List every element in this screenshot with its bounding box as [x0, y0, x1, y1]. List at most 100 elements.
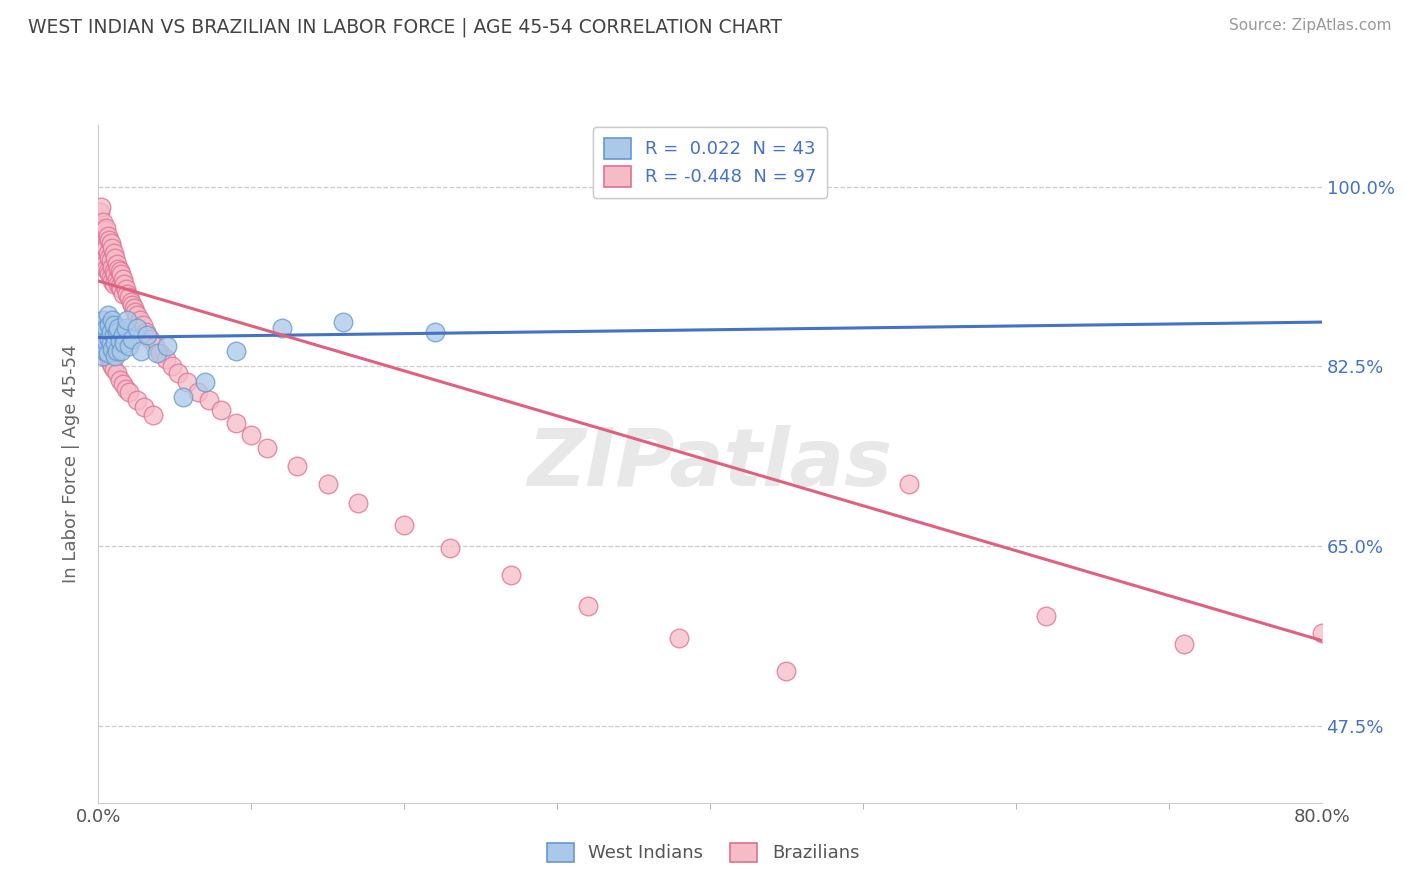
Point — [316, 477, 339, 491]
Point — [90, 200, 112, 214]
Point — [97, 246, 120, 260]
Point — [117, 287, 139, 301]
Point — [101, 274, 124, 288]
Point — [105, 326, 128, 340]
Point — [100, 326, 122, 340]
Point — [100, 269, 122, 284]
Point — [90, 231, 112, 245]
Point — [100, 356, 122, 370]
Point — [98, 318, 121, 333]
Point — [91, 215, 114, 229]
Point — [209, 403, 232, 417]
Point — [108, 264, 131, 278]
Point — [94, 346, 117, 360]
Point — [110, 343, 132, 358]
Point — [103, 264, 125, 278]
Point — [110, 282, 132, 296]
Point — [105, 256, 128, 270]
Point — [197, 393, 219, 408]
Point — [111, 376, 134, 391]
Legend: West Indians, Brazilians: West Indians, Brazilians — [540, 836, 866, 870]
Point — [129, 343, 152, 358]
Point — [100, 253, 122, 268]
Point — [89, 328, 111, 343]
Text: ZIPatlas: ZIPatlas — [527, 425, 893, 503]
Point — [135, 326, 157, 340]
Point — [93, 343, 115, 358]
Point — [90, 246, 112, 260]
Point — [897, 477, 920, 491]
Point — [332, 315, 354, 329]
Point — [139, 332, 162, 346]
Point — [98, 352, 121, 367]
Point — [439, 541, 461, 555]
Point — [104, 252, 127, 266]
Point — [94, 334, 117, 348]
Point — [160, 359, 183, 374]
Point — [155, 352, 177, 367]
Point — [90, 323, 112, 337]
Point — [118, 339, 141, 353]
Point — [98, 252, 121, 266]
Point — [115, 382, 138, 396]
Point — [100, 335, 122, 350]
Point — [97, 308, 120, 322]
Point — [93, 256, 115, 270]
Point — [103, 246, 125, 260]
Point — [134, 401, 156, 415]
Point — [101, 359, 124, 374]
Point — [104, 267, 127, 281]
Point — [89, 220, 111, 235]
Point — [104, 349, 127, 363]
Point — [91, 339, 114, 353]
Point — [125, 393, 148, 408]
Point — [149, 346, 172, 360]
Point — [187, 384, 209, 399]
Point — [111, 328, 134, 343]
Point — [94, 220, 117, 235]
Point — [128, 313, 150, 327]
Point — [156, 339, 179, 353]
Point — [98, 332, 121, 346]
Point — [347, 496, 370, 510]
Point — [104, 335, 127, 350]
Point — [103, 362, 125, 376]
Point — [94, 321, 117, 335]
Point — [132, 318, 155, 333]
Point — [103, 328, 125, 343]
Y-axis label: In Labor Force | Age 45-54: In Labor Force | Age 45-54 — [62, 344, 80, 583]
Point — [107, 277, 129, 291]
Point — [103, 318, 125, 333]
Point — [285, 458, 308, 473]
Point — [115, 282, 138, 296]
Point — [93, 328, 115, 343]
Point — [101, 260, 124, 274]
Point — [98, 267, 121, 281]
Point — [668, 632, 690, 646]
Point — [115, 321, 138, 335]
Point — [124, 305, 146, 319]
Point — [1173, 637, 1195, 651]
Point — [100, 235, 122, 250]
Point — [93, 343, 115, 358]
Point — [105, 343, 128, 358]
Point — [270, 321, 292, 335]
Point — [94, 261, 117, 276]
Point — [167, 367, 190, 381]
Point — [108, 334, 131, 348]
Point — [120, 294, 142, 309]
Point — [145, 346, 167, 360]
Point — [1035, 608, 1057, 623]
Point — [117, 313, 139, 327]
Point — [110, 267, 132, 281]
Point — [194, 375, 217, 389]
Point — [125, 308, 148, 322]
Point — [775, 665, 797, 679]
Point — [93, 222, 115, 236]
Point — [142, 408, 165, 422]
Point — [101, 241, 124, 255]
Point — [105, 367, 128, 381]
Point — [1310, 626, 1333, 640]
Point — [112, 277, 135, 291]
Point — [423, 326, 446, 340]
